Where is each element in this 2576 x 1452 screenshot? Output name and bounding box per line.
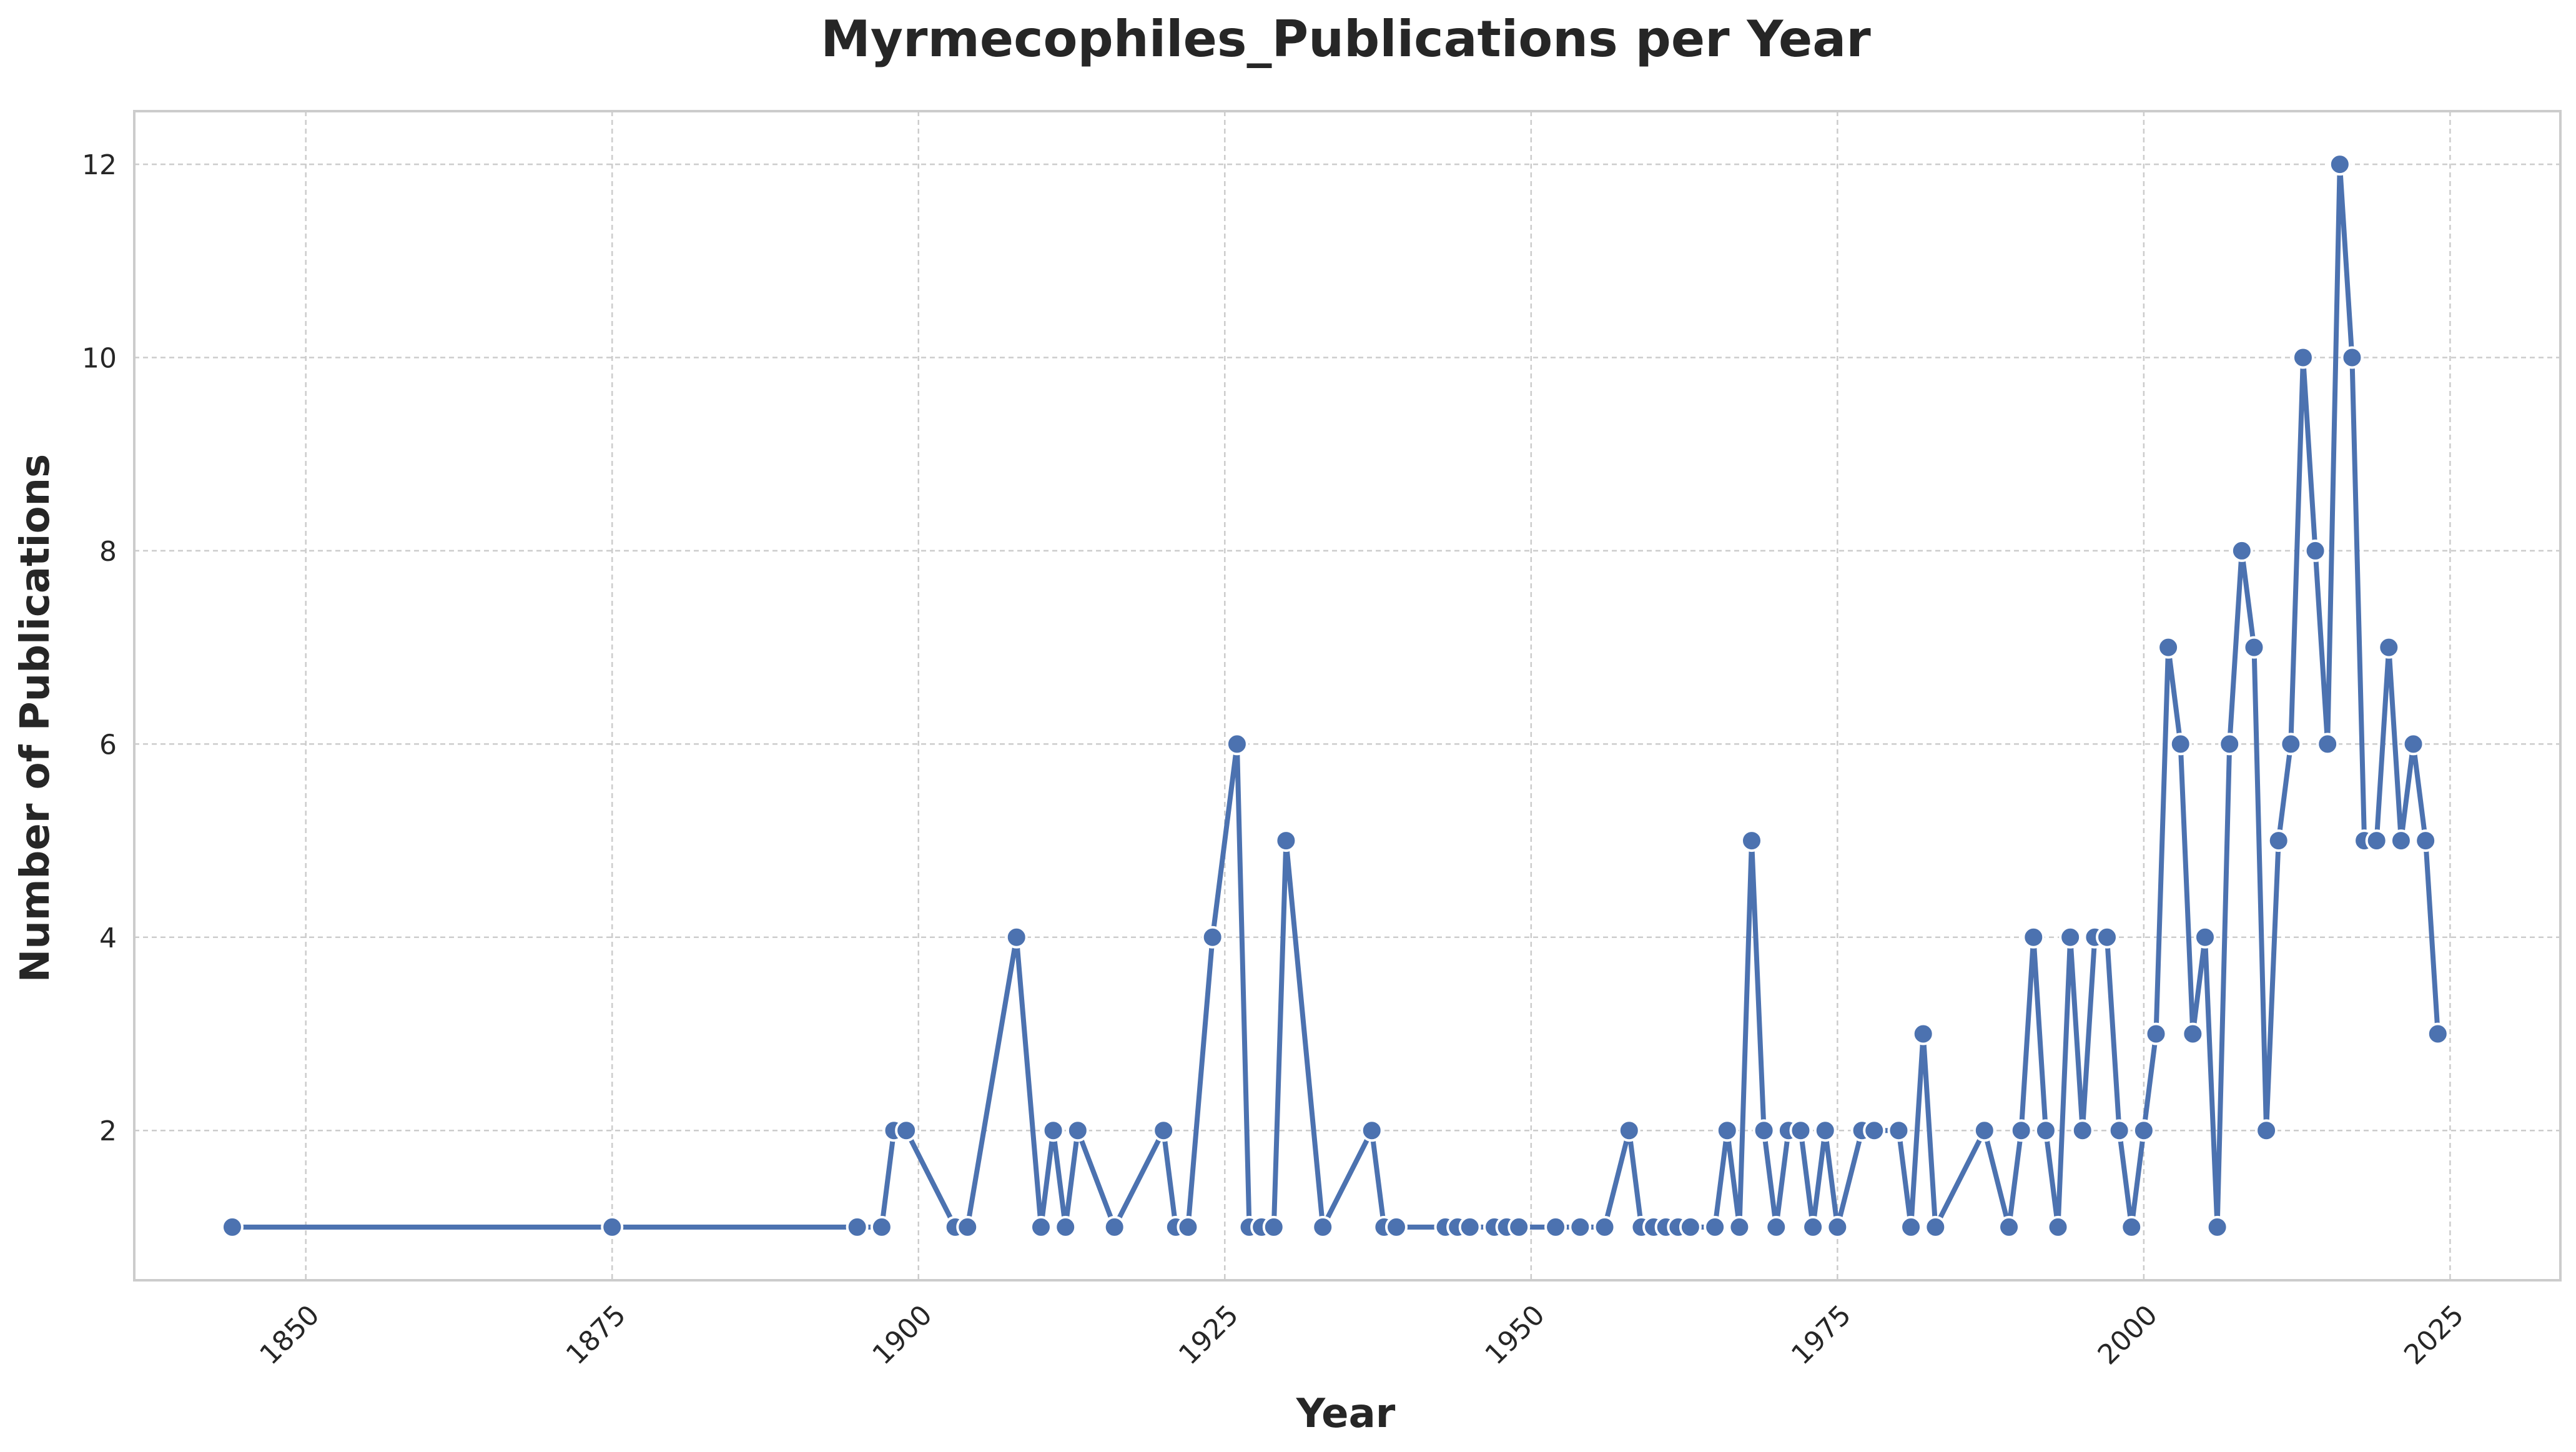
data-point-2010 [2255, 1119, 2278, 1142]
data-point-1875 [601, 1215, 624, 1238]
data-point-1912 [1054, 1215, 1077, 1238]
data-point-1911 [1042, 1119, 1065, 1142]
y-tick-label-10: 10 [82, 343, 117, 375]
data-point-1994 [2059, 926, 2082, 949]
data-point-1995 [2071, 1119, 2094, 1142]
data-point-1978 [1863, 1119, 1886, 1142]
data-point-2024 [2426, 1022, 2449, 1045]
data-point-2022 [2402, 733, 2425, 756]
data-point-1945 [1458, 1215, 1481, 1238]
data-point-1992 [2034, 1119, 2057, 1142]
data-point-2006 [2206, 1215, 2229, 1238]
data-point-2015 [2316, 733, 2339, 756]
x-axis-label: Year [1296, 1391, 1396, 1437]
data-point-1897 [870, 1215, 893, 1238]
data-point-1980 [1887, 1119, 1910, 1142]
grid-lines [134, 111, 2560, 1280]
data-point-1966 [1715, 1119, 1739, 1142]
data-point-1991 [2022, 926, 2045, 949]
y-tick-label-2: 2 [99, 1115, 117, 1147]
data-point-1969 [1752, 1119, 1775, 1142]
data-point-1844 [220, 1215, 244, 1238]
plot-frame [133, 110, 2562, 1282]
data-point-1981 [1900, 1215, 1923, 1238]
data-point-2002 [2157, 636, 2180, 659]
data-point-1904 [956, 1215, 979, 1238]
data-point-2011 [2267, 829, 2290, 852]
data-point-1922 [1177, 1215, 1200, 1238]
data-point-1970 [1765, 1215, 1788, 1238]
data-point-2001 [2144, 1022, 2168, 1045]
data-point-1930 [1275, 829, 1298, 852]
data-point-2009 [2243, 636, 2266, 659]
data-point-1987 [1973, 1119, 1996, 1142]
data-point-1973 [1802, 1215, 1825, 1238]
data-point-2014 [2304, 539, 2327, 562]
data-point-1958 [1617, 1119, 1641, 1142]
chart-title: Myrmecophiles_Publications per Year [821, 10, 1871, 68]
data-point-2023 [2414, 829, 2437, 852]
data-point-1972 [1789, 1119, 1812, 1142]
y-tick-labels: 2 4 6 8 10 12 [82, 149, 117, 1147]
data-point-1933 [1311, 1215, 1335, 1238]
data-point-2016 [2328, 153, 2351, 176]
data-point-1968 [1740, 829, 1763, 852]
data-point-1937 [1360, 1119, 1383, 1142]
data-point-1916 [1103, 1215, 1126, 1238]
y-tick-label-12: 12 [82, 149, 117, 181]
data-point-1920 [1152, 1119, 1175, 1142]
data-point-1939 [1384, 1215, 1408, 1238]
data-point-1924 [1201, 926, 1224, 949]
data-point-2004 [2181, 1022, 2204, 1045]
data-point-1965 [1704, 1215, 1727, 1238]
series-publications [220, 153, 2449, 1238]
data-point-2021 [2389, 829, 2412, 852]
y-tick-label-8: 8 [99, 536, 117, 568]
data-point-2005 [2193, 926, 2216, 949]
data-point-2012 [2279, 733, 2302, 756]
data-point-2003 [2169, 733, 2192, 756]
data-point-1975 [1826, 1215, 1849, 1238]
data-point-1899 [895, 1119, 918, 1142]
data-point-1913 [1066, 1119, 1089, 1142]
data-point-1895 [846, 1215, 869, 1238]
y-axis-label: Number of Publications [12, 454, 59, 982]
data-point-1982 [1912, 1022, 1935, 1045]
data-point-1954 [1569, 1215, 1592, 1238]
data-point-2008 [2230, 539, 2253, 562]
data-point-1908 [1005, 926, 1028, 949]
data-point-1993 [2046, 1215, 2070, 1238]
data-point-1949 [1508, 1215, 1531, 1238]
data-point-2000 [2132, 1119, 2155, 1142]
data-point-1929 [1262, 1215, 1285, 1238]
data-point-1952 [1544, 1215, 1567, 1238]
data-point-2007 [2218, 733, 2241, 756]
data-point-1998 [2108, 1119, 2131, 1142]
data-point-2020 [2377, 636, 2401, 659]
data-point-2019 [2365, 829, 2388, 852]
data-point-1956 [1593, 1215, 1616, 1238]
data-point-1990 [2010, 1119, 2033, 1142]
data-point-1967 [1728, 1215, 1751, 1238]
y-tick-label-6: 6 [99, 729, 117, 761]
data-point-2013 [2291, 346, 2314, 369]
data-point-1926 [1225, 733, 1248, 756]
data-point-1910 [1029, 1215, 1052, 1238]
data-point-1974 [1814, 1119, 1837, 1142]
y-tick-label-4: 4 [99, 922, 117, 954]
data-point-1999 [2120, 1215, 2143, 1238]
data-point-1963 [1679, 1215, 1702, 1238]
data-point-1989 [1998, 1215, 2021, 1238]
data-point-1983 [1924, 1215, 1947, 1238]
data-point-2017 [2341, 346, 2364, 369]
data-point-1997 [2096, 926, 2119, 949]
